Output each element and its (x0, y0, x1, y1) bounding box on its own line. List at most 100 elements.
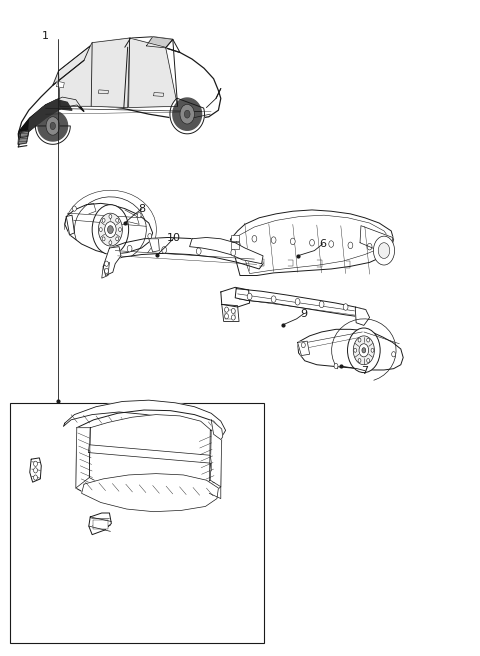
Circle shape (334, 363, 338, 369)
Polygon shape (63, 400, 226, 437)
Circle shape (319, 301, 324, 308)
Polygon shape (298, 329, 403, 370)
Circle shape (231, 249, 236, 256)
Circle shape (225, 307, 228, 312)
Circle shape (392, 352, 396, 357)
Circle shape (225, 314, 228, 319)
Polygon shape (53, 46, 90, 85)
Circle shape (373, 236, 395, 265)
Polygon shape (38, 111, 68, 141)
Polygon shape (222, 304, 239, 321)
Polygon shape (59, 38, 130, 108)
Circle shape (353, 336, 374, 365)
Circle shape (184, 110, 190, 118)
Polygon shape (221, 287, 250, 307)
Text: 7: 7 (361, 365, 368, 376)
Bar (225, 310, 235, 319)
Polygon shape (190, 237, 263, 264)
Polygon shape (89, 513, 111, 535)
Polygon shape (235, 289, 366, 318)
Polygon shape (66, 215, 74, 235)
Circle shape (271, 296, 276, 302)
Circle shape (329, 241, 334, 247)
Polygon shape (230, 236, 238, 248)
Circle shape (116, 218, 119, 222)
Circle shape (252, 236, 257, 242)
Bar (231, 242, 239, 249)
Polygon shape (230, 210, 394, 276)
Circle shape (367, 359, 370, 363)
Text: 6: 6 (319, 239, 326, 249)
Polygon shape (129, 38, 178, 108)
Polygon shape (18, 46, 221, 144)
Polygon shape (103, 247, 121, 276)
Polygon shape (298, 341, 310, 356)
Circle shape (358, 359, 361, 363)
Circle shape (367, 243, 372, 250)
Polygon shape (30, 458, 41, 482)
Circle shape (348, 242, 353, 249)
Circle shape (378, 243, 390, 258)
Circle shape (105, 268, 108, 274)
Circle shape (162, 247, 167, 253)
Circle shape (116, 237, 119, 241)
Circle shape (148, 234, 152, 239)
Circle shape (301, 342, 305, 348)
Polygon shape (18, 97, 84, 144)
Circle shape (92, 205, 129, 255)
Polygon shape (84, 37, 180, 60)
Circle shape (231, 315, 235, 320)
Polygon shape (360, 226, 393, 256)
Polygon shape (170, 98, 204, 134)
Polygon shape (36, 126, 70, 144)
Circle shape (34, 468, 37, 473)
Circle shape (108, 226, 113, 234)
Circle shape (343, 304, 348, 310)
Circle shape (310, 239, 314, 246)
Polygon shape (355, 307, 370, 325)
Circle shape (180, 104, 194, 124)
Polygon shape (149, 239, 159, 252)
Polygon shape (76, 428, 90, 488)
Polygon shape (109, 237, 263, 269)
Polygon shape (76, 410, 222, 506)
Circle shape (34, 461, 37, 466)
Polygon shape (173, 98, 202, 131)
Polygon shape (82, 474, 218, 512)
Polygon shape (88, 445, 211, 471)
Circle shape (247, 293, 252, 300)
Text: 8: 8 (139, 203, 145, 214)
Circle shape (362, 348, 366, 353)
Circle shape (359, 344, 369, 357)
Polygon shape (29, 100, 72, 131)
Polygon shape (89, 415, 211, 496)
Circle shape (137, 213, 141, 218)
Circle shape (295, 298, 300, 305)
Circle shape (105, 261, 108, 266)
Polygon shape (102, 262, 109, 278)
Polygon shape (209, 430, 222, 496)
Polygon shape (211, 420, 223, 440)
Circle shape (109, 241, 112, 245)
Circle shape (354, 348, 357, 352)
Circle shape (72, 206, 76, 211)
Circle shape (231, 308, 235, 314)
Polygon shape (18, 131, 29, 144)
Circle shape (119, 228, 121, 232)
Circle shape (358, 338, 361, 342)
Circle shape (105, 222, 116, 237)
Circle shape (99, 228, 102, 232)
Circle shape (50, 122, 56, 130)
Bar (93, 520, 108, 529)
Bar (231, 235, 239, 241)
Circle shape (290, 238, 295, 245)
Polygon shape (57, 81, 64, 88)
Circle shape (102, 218, 105, 222)
Text: 10: 10 (167, 233, 181, 243)
Circle shape (127, 245, 132, 252)
Circle shape (102, 237, 105, 241)
Circle shape (98, 213, 122, 246)
Text: 1: 1 (42, 31, 49, 41)
Circle shape (46, 117, 60, 135)
Circle shape (34, 475, 37, 480)
